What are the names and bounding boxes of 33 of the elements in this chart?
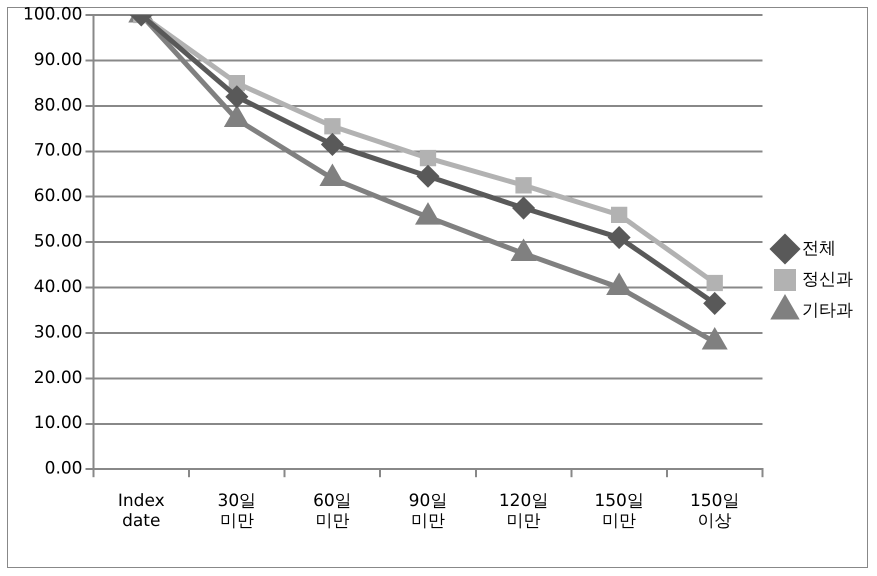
y-tick-label: 30.00 xyxy=(34,322,82,342)
point xyxy=(515,177,532,194)
x-tick-label: 150일 이상 xyxy=(690,490,740,532)
x-tick-label: 120일 미만 xyxy=(498,490,548,532)
y-tick-label: 0.00 xyxy=(44,458,82,479)
point xyxy=(704,292,726,314)
x-tick-label: 30일 미만 xyxy=(218,490,256,532)
point xyxy=(226,86,248,108)
x-tick-label: 60일 미만 xyxy=(313,490,352,532)
point xyxy=(417,166,438,187)
y-tick-label: 90.00 xyxy=(34,50,82,70)
y-tick-label: 80.00 xyxy=(34,95,82,116)
y-tick-label: 60.00 xyxy=(34,186,82,206)
y-tick-label: 50.00 xyxy=(34,232,82,252)
y-tick-label: 100.00 xyxy=(23,4,82,24)
x-tick-label: Index date xyxy=(118,490,165,532)
point xyxy=(608,227,630,248)
point xyxy=(513,198,534,219)
point xyxy=(706,274,723,292)
point xyxy=(228,74,245,92)
point xyxy=(420,150,436,166)
y-tick-label: 40.00 xyxy=(34,276,82,297)
point xyxy=(324,118,341,134)
legend-label: 전체 xyxy=(802,238,836,258)
x-tick-label: 90일 미만 xyxy=(408,490,448,532)
point xyxy=(610,206,628,224)
point xyxy=(322,134,343,155)
y-tick-label: 70.00 xyxy=(34,140,82,161)
y-tick-label: 10.00 xyxy=(34,413,82,434)
legend-label: 기타과 xyxy=(802,300,853,320)
legend-label: 정신과 xyxy=(802,269,853,290)
x-tick-label: 150일 미만 xyxy=(594,490,644,532)
y-tick-label: 20.00 xyxy=(34,368,82,388)
